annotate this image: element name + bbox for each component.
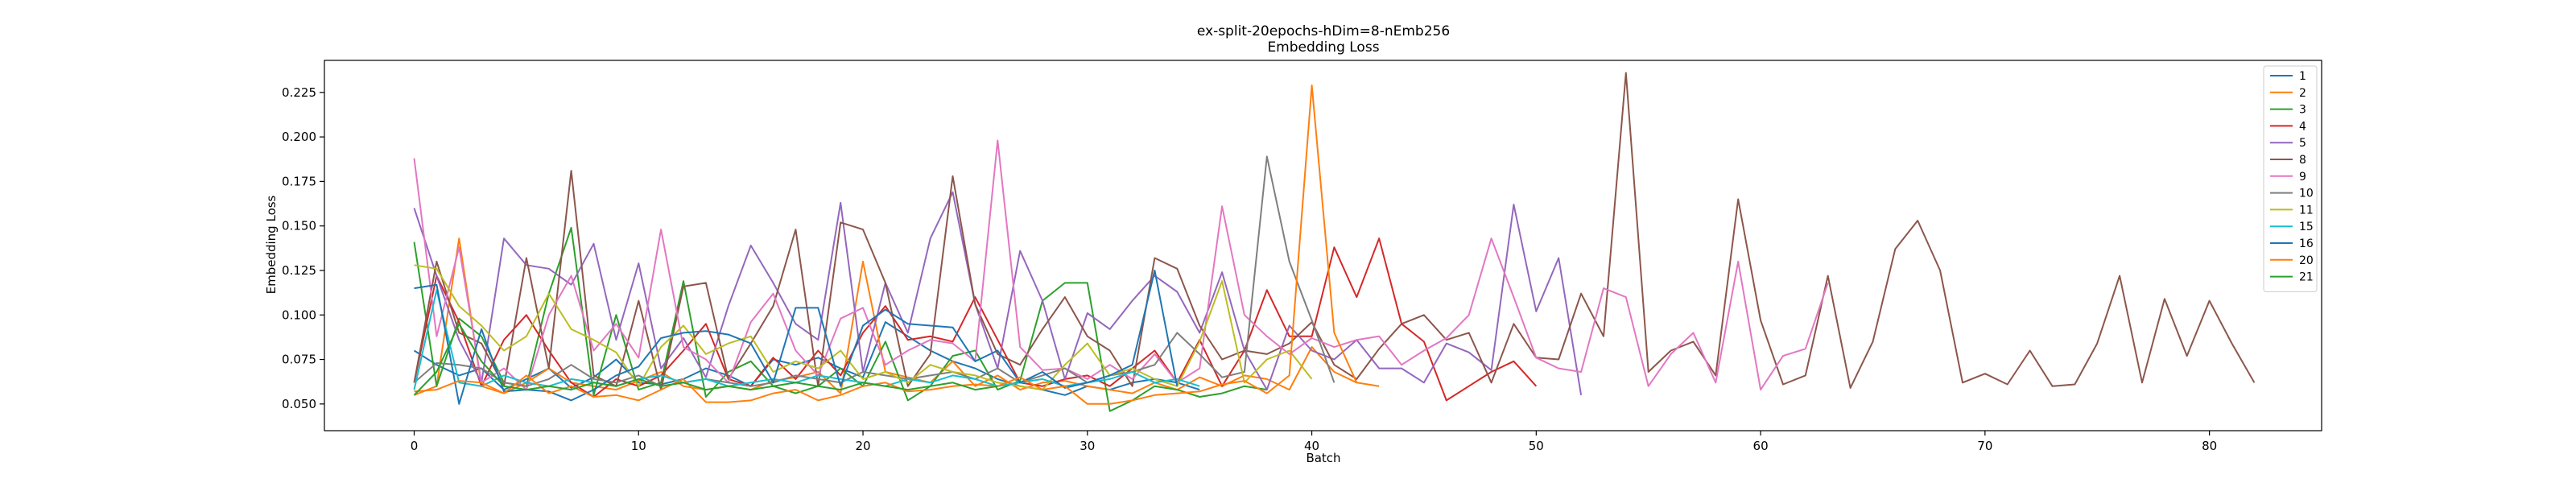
legend: 1 2 3 4 5 8 9 10 11 15 16 20 21	[2263, 65, 2318, 292]
y-tick-label: 0.050	[282, 397, 316, 411]
y-tick-label: 0.075	[282, 353, 316, 367]
legend-label-8: 8	[2299, 154, 2306, 167]
series-line-4	[413, 237, 1538, 402]
x-tick-label: 20	[855, 439, 870, 453]
legend-label-1: 1	[2299, 70, 2306, 83]
chart-title: ex-split-20epochs-hDim=8-nEmb256	[1197, 23, 1450, 39]
y-tick-label: 0.175	[282, 174, 316, 188]
x-tick-label: 0	[411, 439, 419, 453]
legend-label-10: 10	[2299, 188, 2314, 200]
x-tick-label: 40	[1304, 439, 1319, 453]
y-tick-label: 0.100	[282, 308, 316, 322]
y-axis: 0.050 0.075 0.100 0.125 0.150 0.175 0.200 0.225	[282, 85, 324, 411]
series-line-15	[413, 289, 1200, 390]
x-axis: 0 10 20 30 40 50 60 70 80	[411, 431, 2217, 453]
y-tick-label: 0.150	[282, 219, 316, 233]
x-tick-label: 50	[1529, 439, 1544, 453]
series-line-20	[414, 85, 1358, 405]
y-tick-label: 0.200	[282, 130, 316, 144]
legend-label-9: 9	[2299, 171, 2306, 184]
legend-label-11: 11	[2299, 204, 2314, 217]
x-tick-label: 30	[1080, 439, 1095, 453]
series-line-21	[413, 323, 998, 396]
y-tick-label: 0.225	[282, 85, 316, 100]
legend-label-2: 2	[2299, 87, 2306, 100]
x-tick-label: 70	[1977, 439, 1992, 453]
x-tick-label: 60	[1753, 439, 1769, 453]
series-line-10	[413, 155, 1335, 387]
x-tick-label: 10	[631, 439, 646, 453]
series-line-2	[414, 237, 1380, 396]
legend-label-3: 3	[2299, 104, 2306, 117]
x-tick-label: 80	[2202, 439, 2217, 453]
legend-box	[2263, 65, 2318, 292]
legend-label-21: 21	[2299, 271, 2314, 284]
legend-label-4: 4	[2299, 120, 2306, 133]
legend-label-15: 15	[2299, 221, 2314, 233]
y-axis-label: Embedding Loss	[264, 195, 279, 294]
series-line-3	[413, 226, 1267, 412]
plot-frame	[324, 60, 2322, 431]
series-lines	[413, 72, 2256, 412]
y-tick-label: 0.125	[282, 263, 316, 278]
legend-label-5: 5	[2299, 137, 2306, 150]
x-axis-label: Batch	[1306, 451, 1340, 465]
legend-label-20: 20	[2299, 254, 2314, 267]
chart-subtitle: Embedding Loss	[1267, 39, 1379, 56]
legend-label-16: 16	[2299, 237, 2314, 250]
series-line-16	[414, 270, 1179, 405]
